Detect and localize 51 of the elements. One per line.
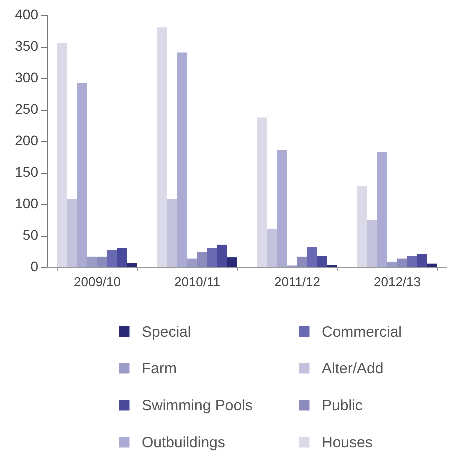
- bar: [127, 263, 137, 267]
- bar: [377, 152, 387, 267]
- legend-label: Commercial: [322, 324, 402, 341]
- bar: [197, 252, 207, 267]
- y-tick-label: 200: [15, 132, 39, 148]
- bar: [227, 258, 237, 267]
- legend-label: Swimming Pools: [142, 398, 253, 414]
- bar: [417, 254, 427, 267]
- bar: [117, 248, 127, 267]
- bar: [357, 186, 367, 267]
- bar: [367, 220, 377, 267]
- legend-label: Outbuildings: [142, 434, 226, 452]
- bar: [217, 244, 227, 267]
- legend-label: Houses: [322, 434, 373, 452]
- y-tick-label: 0: [30, 258, 39, 274]
- bar: [157, 28, 167, 267]
- bar: [387, 262, 397, 267]
- bar: [77, 83, 87, 267]
- bar: [97, 256, 107, 267]
- x-tick-label: 2011/12: [274, 274, 321, 290]
- bar: [317, 256, 327, 267]
- bar: [297, 256, 307, 267]
- y-tick-label: 300: [15, 70, 39, 86]
- bar: [307, 247, 317, 267]
- bar: [187, 258, 197, 267]
- x-tick-label: 2009/10: [74, 274, 121, 290]
- bar: [207, 248, 217, 267]
- y-tick-label: 50: [22, 227, 39, 243]
- y-tick-label: 350: [15, 38, 39, 54]
- bar: [177, 52, 187, 267]
- legend-label: Farm: [142, 360, 177, 378]
- bar: [107, 250, 117, 267]
- y-tick-label: 100: [15, 196, 39, 212]
- legend-label: Alter/Add: [322, 360, 384, 378]
- y-tick-label: 400: [15, 6, 39, 22]
- bar: [67, 198, 77, 267]
- bar: [257, 118, 267, 267]
- bar: [167, 198, 177, 267]
- x-tick-label: 2012/13: [374, 274, 421, 290]
- bar: [267, 229, 277, 267]
- bar: [87, 256, 97, 267]
- y-tick-label: 250: [15, 101, 39, 117]
- legend-label: Public: [322, 398, 364, 414]
- bar: [407, 256, 417, 267]
- x-tick-label: 2010/11: [174, 274, 221, 290]
- bar: [57, 43, 67, 267]
- bar: [427, 264, 437, 267]
- legend-label: Special: [142, 324, 192, 341]
- bar: [277, 150, 287, 267]
- bar: [397, 258, 407, 267]
- y-tick-label: 150: [15, 164, 39, 180]
